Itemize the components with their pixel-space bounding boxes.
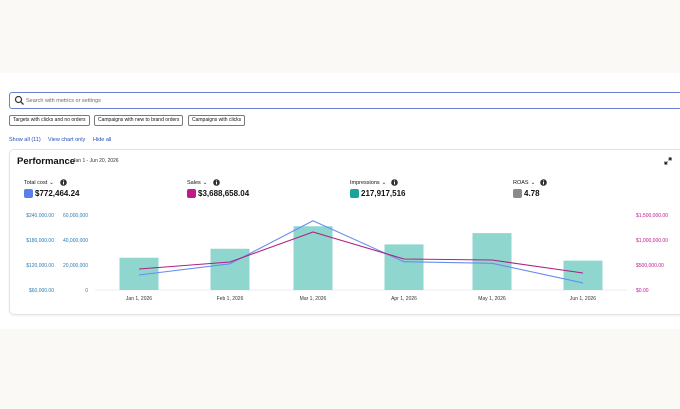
y-tick-label-sales: $1,000,000.00 — [636, 238, 668, 244]
y-tick-label-sales: $500,000.00 — [636, 263, 664, 269]
chip-campaigns-with-clicks[interactable]: Campaigns with clicks — [188, 115, 246, 126]
x-tick-label: Feb 1, 2026 — [217, 296, 244, 302]
view-chart-only-link[interactable]: View chart only — [48, 137, 86, 143]
chevron-down-icon: ⌄ — [530, 180, 536, 186]
x-tick-label: Jun 1, 2026 — [570, 296, 596, 302]
y-tick-label-impressions: 60,000,000 — [63, 213, 88, 219]
metric-value: $3,688,658.04 — [198, 189, 250, 198]
x-tick-label: Apr 1, 2026 — [391, 296, 417, 302]
metric-value: 217,917,516 — [361, 189, 406, 198]
performance-title: Performance — [17, 156, 76, 167]
metric-swatch — [24, 189, 33, 198]
metric-swatch — [187, 189, 196, 198]
search-icon — [14, 95, 24, 105]
chevron-down-icon: ⌄ — [381, 180, 387, 186]
metric-swatch — [513, 189, 522, 198]
show-all-link[interactable]: Show all (11) — [9, 137, 41, 143]
metric-impressions-selector[interactable]: Impressions ⌄ — [350, 180, 386, 186]
bar-impressions — [384, 244, 424, 290]
metric-label: Total cost — [24, 180, 48, 186]
y-tick-label-impressions: 0 — [85, 288, 88, 294]
metric-label: Sales — [187, 180, 201, 186]
info-icon[interactable] — [60, 179, 67, 186]
metric-label: ROAS — [513, 180, 529, 186]
bar-impressions — [563, 260, 603, 290]
metric-roas-selector[interactable]: ROAS ⌄ — [513, 180, 535, 186]
chip-targets-clicks-no-orders[interactable]: Targets with clicks and no orders — [9, 115, 90, 126]
y-tick-label-cost: $240,000.00 — [26, 213, 54, 219]
chevron-down-icon: ⌄ — [49, 180, 54, 186]
expand-icon[interactable] — [664, 157, 672, 165]
y-tick-label-sales: $1,500,000.00 — [636, 213, 668, 219]
info-icon[interactable] — [540, 179, 547, 186]
y-tick-label-impressions: 40,000,000 — [63, 238, 88, 244]
metric-sales-selector[interactable]: Sales ⌄ — [187, 180, 207, 186]
bar-impressions — [119, 257, 159, 290]
chevron-down-icon: ⌄ — [202, 180, 208, 186]
date-range: Jan 1 - Jun 20, 2026 — [73, 158, 119, 164]
info-icon[interactable] — [391, 179, 398, 186]
x-tick-label: Mar 1, 2026 — [300, 296, 327, 302]
hide-all-link[interactable]: Hide all — [93, 137, 112, 143]
y-tick-label-impressions: 20,000,000 — [63, 263, 88, 269]
metric-value: $772,464.24 — [35, 189, 80, 198]
info-icon[interactable] — [213, 179, 220, 186]
line-total-cost — [138, 220, 584, 284]
chip-campaigns-new-to-brand[interactable]: Campaigns with new to brand orders — [94, 115, 184, 126]
bar-impressions — [210, 248, 250, 290]
metric-value: 4.78 — [524, 189, 540, 198]
line-sales — [138, 231, 584, 274]
x-tick-label: Jan 1, 2026 — [126, 296, 152, 302]
metric-swatch — [350, 189, 359, 198]
y-tick-label-cost: $60,000.00 — [29, 288, 54, 294]
search-bar[interactable]: Search with metrics or settings — [9, 92, 680, 109]
metric-total-cost-selector[interactable]: Total cost ⌄ — [24, 180, 54, 186]
y-tick-label-cost: $120,000.00 — [26, 263, 54, 269]
y-tick-label-cost: $180,000.00 — [26, 238, 54, 244]
y-tick-label-sales: $0.00 — [636, 288, 649, 294]
x-tick-label: May 1, 2026 — [478, 296, 506, 302]
search-input[interactable]: Search with metrics or settings — [26, 98, 101, 104]
metric-label: Impressions — [350, 180, 380, 186]
